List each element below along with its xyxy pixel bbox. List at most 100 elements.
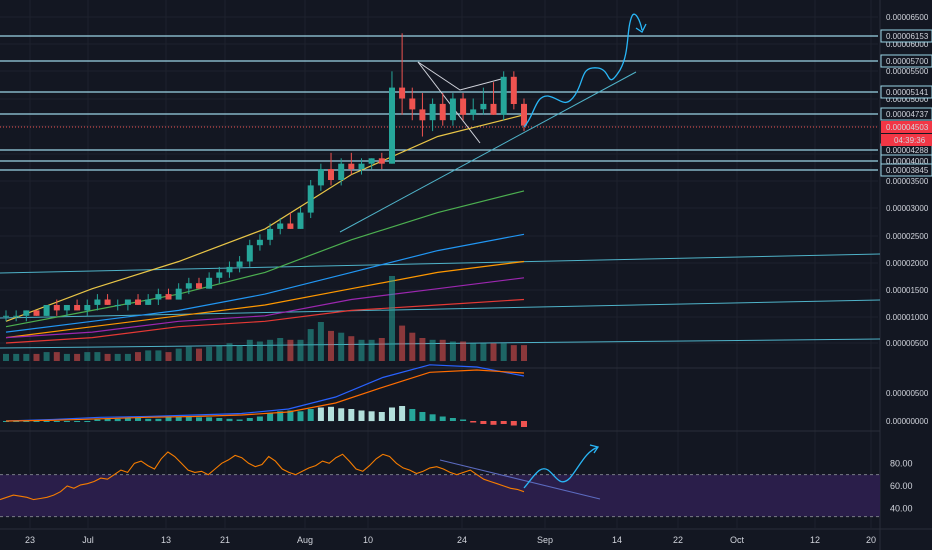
signal-line bbox=[5, 369, 525, 422]
candle-body bbox=[399, 87, 406, 99]
volume-bar bbox=[3, 353, 9, 361]
macd-histogram-bar bbox=[449, 418, 456, 421]
level-label-box bbox=[880, 54, 932, 68]
macd-histogram-bar bbox=[480, 421, 487, 424]
macd-pane bbox=[3, 364, 527, 427]
volume-bar bbox=[145, 350, 152, 361]
volume-bars bbox=[3, 276, 527, 362]
volume-bar bbox=[13, 353, 20, 361]
candle-body bbox=[368, 158, 375, 164]
level-label: 0.00003845 bbox=[886, 166, 929, 175]
volume-bar bbox=[399, 325, 406, 361]
price-tick-label: 0.00002500 bbox=[886, 232, 929, 241]
candle-body bbox=[338, 163, 345, 180]
level-label: 0.00004288 bbox=[886, 146, 929, 155]
macd-tick-label: 0.00000000 bbox=[886, 417, 929, 426]
moving-average-line bbox=[5, 190, 525, 328]
macd-histogram-bar bbox=[246, 418, 253, 421]
moving-average-line bbox=[5, 298, 525, 344]
date-tick-label: 14 bbox=[612, 535, 622, 545]
price-tick-label: 0.00006500 bbox=[886, 13, 929, 22]
candle-body bbox=[490, 103, 497, 115]
macd-histogram-bar bbox=[206, 417, 213, 422]
rsi-line bbox=[0, 451, 525, 501]
volume-bar bbox=[287, 339, 294, 362]
macd-histogram-bar bbox=[53, 421, 60, 422]
candle-body bbox=[175, 288, 182, 300]
candle-body bbox=[389, 87, 395, 164]
candle-body bbox=[358, 163, 365, 170]
volume-bar bbox=[206, 346, 213, 361]
trendlines[interactable] bbox=[0, 61, 881, 349]
volume-bar bbox=[460, 341, 467, 361]
volume-bar bbox=[368, 339, 375, 362]
candle-body bbox=[23, 310, 30, 316]
volume-bar bbox=[246, 339, 253, 362]
price-projection[interactable] bbox=[523, 13, 647, 128]
macd-histogram-bar bbox=[63, 421, 70, 422]
rsi-trendline bbox=[439, 459, 601, 500]
volume-bar bbox=[480, 343, 487, 361]
macd-histogram-bar bbox=[267, 413, 274, 421]
volume-bar bbox=[521, 345, 527, 361]
rsi-projection bbox=[523, 446, 599, 489]
current-price-box bbox=[881, 121, 932, 133]
volume-bar bbox=[307, 329, 314, 361]
price-axis[interactable]: 0.00006500 0.00006000 0.00005500 0.00005000… bbox=[880, 13, 932, 514]
date-tick-label: Oct bbox=[730, 535, 745, 545]
macd-histogram-bar bbox=[470, 421, 477, 423]
volume-bar bbox=[63, 353, 70, 361]
macd-histogram-bar bbox=[521, 421, 527, 427]
volume-bar bbox=[439, 339, 446, 362]
price-tick-label: 0.00001500 bbox=[886, 286, 929, 295]
volume-bar bbox=[256, 341, 263, 361]
volume-bar bbox=[165, 352, 172, 361]
volume-bar bbox=[23, 353, 30, 361]
volume-bar bbox=[84, 352, 91, 361]
rsi-band bbox=[0, 474, 880, 517]
volume-bar bbox=[226, 343, 233, 361]
candle-body bbox=[460, 98, 467, 115]
level-label-box bbox=[880, 85, 932, 99]
moving-averages bbox=[5, 114, 525, 344]
date-axis[interactable]: 23 Jul 13 21 Aug 10 24 Sep 14 22 Oct 12 20 bbox=[25, 535, 876, 545]
volume-bar bbox=[53, 352, 60, 361]
volume-bar bbox=[317, 322, 324, 361]
macd-histogram-bar bbox=[460, 419, 467, 421]
macd-histogram-bar bbox=[277, 411, 284, 422]
volume-bar bbox=[114, 353, 121, 361]
macd-histogram-bar bbox=[226, 418, 233, 422]
volume-bar bbox=[348, 336, 355, 361]
macd-histogram-bar bbox=[287, 410, 294, 421]
macd-histogram-bar bbox=[33, 421, 40, 422]
candle-body bbox=[277, 223, 284, 229]
candle-body bbox=[43, 305, 50, 316]
candle-body bbox=[246, 245, 253, 262]
date-tick-label: 22 bbox=[673, 535, 683, 545]
candle-body bbox=[3, 315, 9, 317]
volume-bar bbox=[378, 338, 385, 361]
macd-histogram-bar bbox=[135, 418, 141, 421]
rsi-projection-arrow bbox=[589, 444, 600, 454]
level-label-box bbox=[880, 29, 932, 43]
volume-bar bbox=[490, 343, 497, 361]
macd-histogram-bar bbox=[155, 418, 162, 422]
price-tick-label: 0.00005500 bbox=[886, 67, 929, 76]
candle-body bbox=[185, 283, 192, 289]
candle-body bbox=[33, 310, 40, 316]
date-tick-label: 20 bbox=[866, 535, 876, 545]
level-label: 0.00005700 bbox=[886, 57, 929, 66]
horizontal-levels[interactable] bbox=[0, 35, 878, 171]
date-tick-label: Sep bbox=[537, 535, 553, 545]
candle-body bbox=[165, 294, 172, 300]
price-tick-label: 0.00003500 bbox=[886, 177, 929, 186]
volume-bar bbox=[470, 343, 477, 361]
price-tick-label: 0.00005000 bbox=[886, 95, 929, 104]
macd-histogram-bar bbox=[3, 421, 9, 422]
volume-bar bbox=[358, 339, 365, 362]
volume-bar bbox=[277, 338, 284, 361]
triangle-pattern bbox=[417, 61, 481, 144]
candle-body bbox=[317, 169, 324, 186]
